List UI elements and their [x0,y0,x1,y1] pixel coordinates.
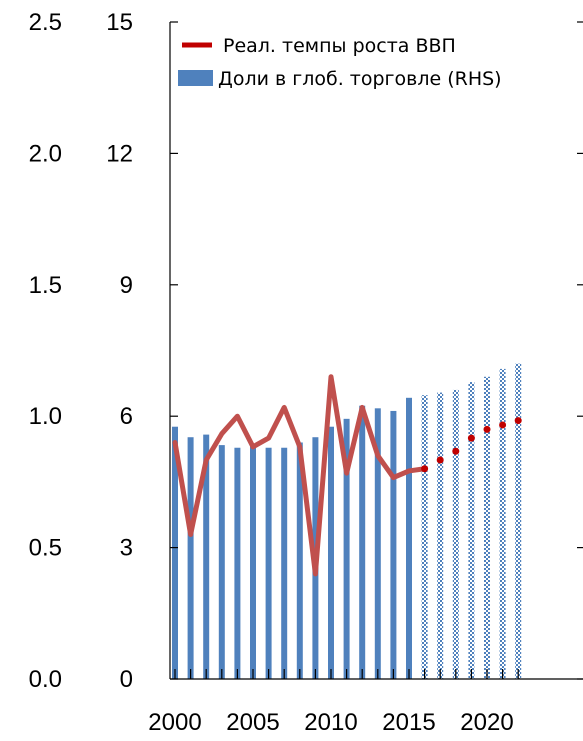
bar-projection [468,382,475,679]
bar [203,434,210,679]
x-axis-tick-label: 2000 [148,709,201,736]
bar [265,447,272,679]
x-axis-tick-label: 2020 [460,709,513,736]
line-point-projection [436,456,444,464]
line-point-projection [467,434,475,442]
right-axis-tick-label: 9 [120,272,133,299]
bar [250,445,256,679]
bar-series [172,363,522,679]
line-point-projection [452,447,460,455]
left-axis-tick-label: 1.5 [29,272,62,299]
right-axis-tick-label: 6 [120,403,133,430]
bar [374,408,381,679]
axes [169,21,583,680]
right-axis-tick-label: 15 [106,9,133,36]
line-point-projection [483,425,491,433]
left-axis-tick-label: 2.5 [29,9,62,36]
bar [296,442,303,679]
x-axis-tick-label: 2005 [226,709,279,736]
bar [406,397,412,679]
left-axis-tick-label: 0.5 [29,535,62,562]
line-series [172,374,522,577]
bar-projection [437,392,444,679]
line-point-projection [421,465,429,473]
bar-projection [499,368,506,679]
bar [343,418,350,679]
right-axis-tick-label: 3 [120,535,133,562]
bar [187,437,194,679]
x-axis-tick-label: 2015 [382,709,435,736]
left-axis-tick-labels: 0.0 0.5 1.0 1.5 2.0 2.5 [29,9,62,693]
legend: Реал. темпы роста ВВП Доли в глоб. торго… [178,35,502,90]
line-point-projection [499,421,507,429]
right-axis-tick-label: 12 [106,140,133,167]
bar [328,426,334,679]
right-axis-tick-label: 0 [120,666,133,693]
legend-line-label: Реал. темпы роста ВВП [223,35,456,57]
bar [390,410,397,679]
bar-projection [452,389,459,679]
bar [172,426,178,679]
bar-projection [484,376,490,679]
bar [234,447,241,679]
bar-projection [515,363,522,679]
bar [359,405,366,679]
bar-projection [421,395,428,679]
legend-bar-label: Доли в глоб. торговле (RHS) [218,68,502,90]
x-axis-tick-labels: 2000 2005 2010 2015 2020 [148,709,513,736]
line-series-actual [172,374,428,577]
line-point-projection [514,417,522,425]
left-axis-tick-label: 0.0 [29,666,62,693]
left-axis-tick-label: 1.0 [29,403,62,430]
bar [281,447,288,679]
left-axis-tick-label: 2.0 [29,140,62,167]
x-axis-tick-label: 2010 [304,709,357,736]
legend-bar-swatch [178,70,213,86]
right-axis-tick-labels: 0 3 6 9 12 15 [106,9,133,693]
bar [218,445,225,679]
